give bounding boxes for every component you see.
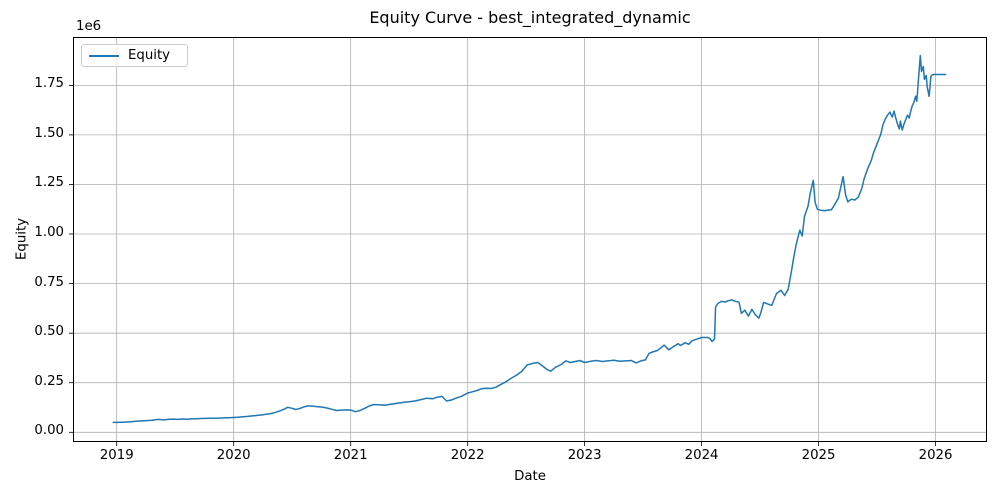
y-tick-label: 1.00 [34, 225, 64, 241]
plot-svg [69, 37, 987, 446]
y-axis-offset-label: 1e6 [76, 19, 102, 34]
x-tick-label: 2020 [216, 448, 251, 463]
x-tick-label: 2026 [918, 448, 953, 463]
y-tick-label: 1.25 [34, 175, 64, 191]
y-tick-label: 1.75 [34, 76, 64, 92]
y-tick-label: 0.25 [34, 373, 64, 389]
chart-title: Equity Curve - best_integrated_dynamic [369, 8, 691, 27]
plot-area: Equity [69, 37, 987, 446]
x-tick-label: 2024 [684, 448, 719, 463]
x-tick-label: 2019 [99, 448, 134, 463]
legend-label: Equity [128, 48, 171, 63]
y-tick-label: 0.50 [34, 324, 64, 340]
axes-spines [73, 37, 987, 442]
x-axis-label: Date [514, 469, 546, 484]
legend-line-sample [89, 54, 119, 57]
x-tick-label: 2023 [567, 448, 602, 463]
y-tick-label: 0.00 [34, 423, 64, 439]
y-tick-label: 0.75 [34, 274, 64, 290]
equity-line [112, 54, 947, 424]
x-tick-label: 2021 [333, 448, 368, 463]
legend: Equity [81, 44, 188, 67]
x-tick-label: 2025 [801, 448, 836, 463]
x-tick-label: 2022 [450, 448, 485, 463]
y-tick-label: 1.50 [34, 125, 64, 141]
